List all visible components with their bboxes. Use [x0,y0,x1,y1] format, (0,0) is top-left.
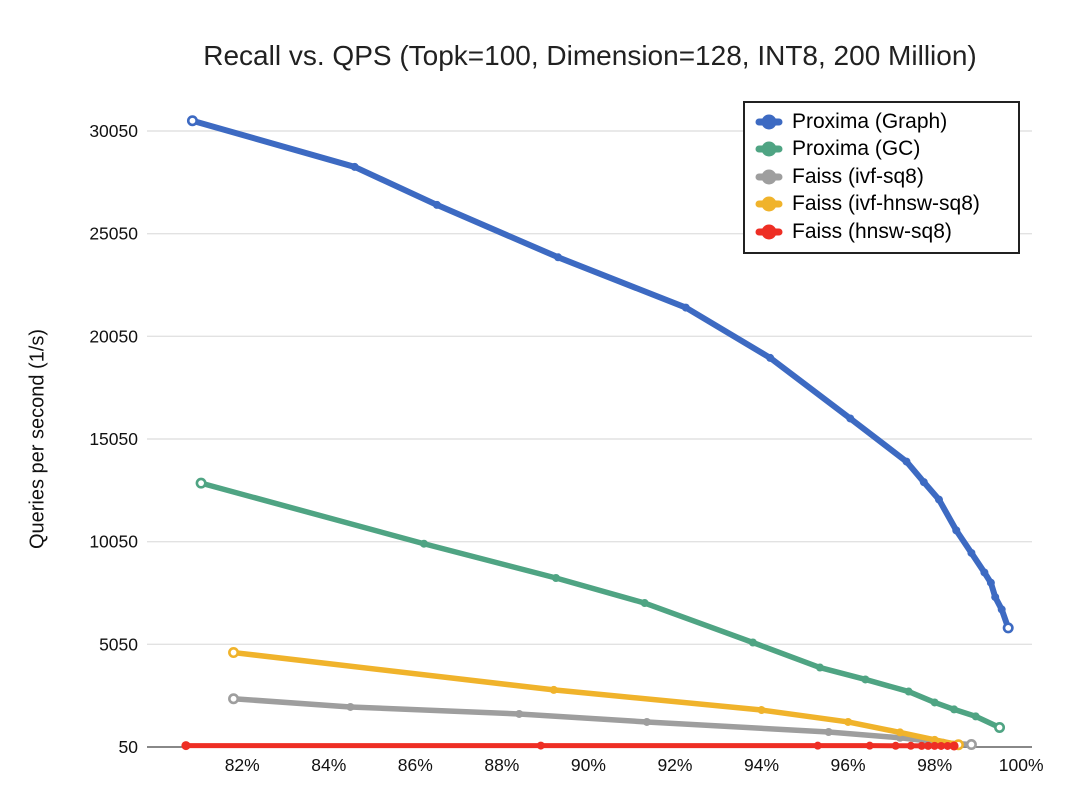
data-point [896,728,905,737]
data-point [943,741,952,750]
legend-item: Proxima (GC) [755,136,1008,164]
data-point [986,578,995,587]
data-point [640,599,649,608]
data-point [891,741,900,750]
series-line-faiss-ivf-sq8- [230,695,975,748]
legend: Proxima (Graph) Proxima (GC) Faiss (ivf-sq… [743,101,1020,254]
data-point-end [228,647,240,659]
legend-marker-icon [755,169,783,185]
x-tick-label: 90% [571,755,606,775]
data-point [419,539,428,548]
legend-item: Faiss (ivf-sq8) [755,163,1008,191]
data-point [930,741,939,750]
series-line-faiss-ivf-hnsw-sq8- [230,649,962,748]
data-point [815,663,824,672]
chart-title: Recall vs. QPS (Topk=100, Dimension=128,… [203,40,977,71]
data-point [924,741,933,750]
data-point [181,741,191,751]
legend-label: Proxima (Graph) [792,109,948,133]
legend-item: Faiss (ivf-hnsw-sq8) [755,191,1008,219]
series-line-proxima-gc- [198,480,1003,731]
y-tick-label: 15050 [89,429,138,449]
data-point [536,741,545,750]
legend-item: Faiss (hnsw-sq8) [755,218,1008,246]
data-point [950,705,959,714]
data-point [967,548,976,557]
data-point [952,526,961,535]
legend-label: Faiss (ivf-hnsw-sq8) [792,192,980,216]
data-point [861,675,870,684]
data-point [919,478,928,487]
data-point-end [994,721,1006,733]
legend-item: Proxima (Graph) [755,108,1008,136]
y-tick-label: 20050 [89,326,138,346]
y-tick-label: 5050 [99,634,138,654]
legend-label: Proxima (GC) [792,137,921,161]
x-tick-label: 100% [999,755,1044,775]
data-point [350,162,359,171]
data-point-end [228,693,240,705]
data-point [681,303,690,312]
data-point [642,717,651,726]
legend-label: Faiss (ivf-sq8) [792,164,924,188]
data-point [949,741,959,751]
y-tick-label: 10050 [89,532,138,552]
data-point [844,717,853,726]
data-point [432,200,441,209]
data-point [549,685,558,694]
legend-label: Faiss (hnsw-sq8) [792,219,952,243]
x-tick-label: 84% [311,755,346,775]
data-point [515,709,524,718]
y-tick-label: 50 [119,737,139,757]
data-point [937,741,946,750]
data-point [991,593,1000,602]
legend-marker-icon [755,196,783,212]
x-tick-label: 88% [484,755,519,775]
data-point [902,457,911,466]
legend-marker-icon [755,141,783,157]
x-tick-label: 94% [744,755,779,775]
data-point [551,574,560,583]
data-point [934,495,943,504]
data-point [824,728,833,737]
x-tick-label: 98% [917,755,952,775]
x-tick-label: 96% [831,755,866,775]
data-point-end [965,739,977,751]
y-tick-label: 30050 [89,121,138,141]
data-point [846,414,855,423]
x-tick-label: 82% [225,755,260,775]
data-point-end [186,115,198,127]
data-point [980,568,989,577]
data-point [906,741,915,750]
legend-marker-icon [755,114,783,130]
data-point [748,638,757,647]
x-tick-label: 92% [657,755,692,775]
data-point [904,687,913,696]
x-tick-label: 86% [398,755,433,775]
data-point-end [195,477,207,489]
data-point [997,605,1006,614]
data-point [813,741,822,750]
data-point [757,706,766,715]
legend-marker-icon [755,224,783,240]
data-point [930,698,939,707]
data-point-end [1002,622,1014,634]
data-point [766,353,775,362]
data-point [917,741,926,750]
data-point [346,702,355,711]
data-point [554,253,563,262]
y-tick-label: 25050 [89,224,138,244]
data-point [971,712,980,721]
data-point [865,741,874,750]
data-point [930,735,939,744]
